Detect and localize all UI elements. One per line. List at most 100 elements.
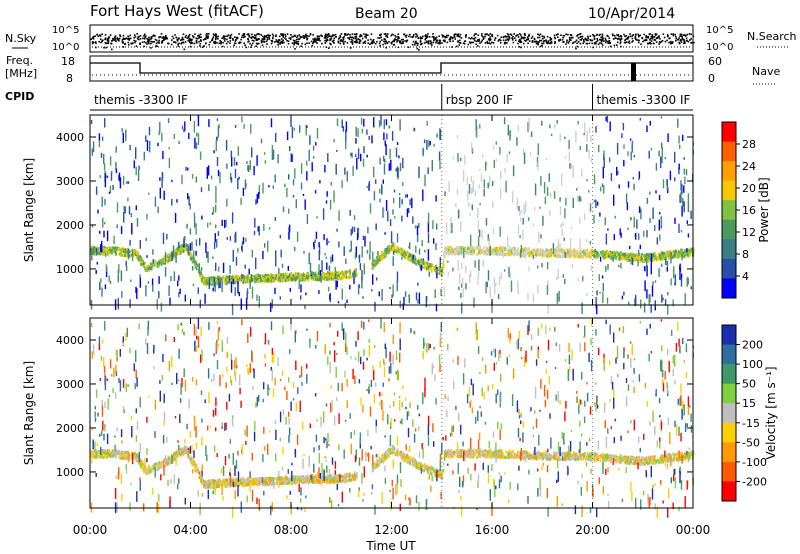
echo-point [182, 249, 185, 253]
echo-point [424, 249, 426, 253]
nsky-point [640, 43, 642, 45]
nsky-point [578, 33, 581, 35]
nsky-point [296, 35, 299, 37]
echo-point [645, 253, 648, 257]
echo-point [208, 119, 210, 127]
nsky-point [123, 38, 126, 40]
echo-point [445, 251, 447, 254]
echo-point [634, 254, 637, 258]
echo-point [115, 249, 117, 253]
echo-point [235, 279, 237, 283]
echo-point [305, 124, 307, 136]
echo-point [372, 274, 374, 285]
echo-point [648, 254, 650, 258]
echo-point [364, 236, 366, 247]
echo-point [569, 248, 572, 252]
nsky-point [569, 34, 572, 36]
echo-point [230, 150, 233, 158]
nsky-point [372, 40, 375, 43]
echo-point [665, 259, 667, 266]
echo-point [290, 274, 292, 278]
nsky-point [139, 43, 141, 46]
echo-point [184, 294, 186, 302]
echo-point [439, 271, 442, 275]
echo-point [166, 260, 169, 264]
nsky-point [355, 37, 357, 40]
echo-point [393, 197, 395, 204]
echo-point [429, 264, 431, 268]
nsky-point [212, 36, 215, 38]
echo-point [213, 276, 215, 288]
echo-point [660, 156, 662, 169]
nsky-point [153, 34, 156, 37]
echo-point [216, 118, 219, 122]
echo-point [241, 278, 244, 282]
echo-point [308, 252, 310, 265]
echo-point [232, 250, 234, 262]
echo-point [385, 200, 388, 211]
nsky-point [308, 42, 310, 44]
nsky-point [196, 42, 198, 44]
echo-point [423, 265, 426, 269]
nsky-point [343, 36, 345, 38]
nsky-point [114, 38, 117, 41]
echo-point [361, 246, 363, 258]
echo-point [186, 248, 188, 251]
echo-point [135, 251, 138, 255]
echo-point [546, 254, 548, 258]
echo-point [215, 186, 217, 195]
nsky-point [433, 38, 436, 41]
nsky-point [270, 42, 273, 45]
nsky-point [94, 41, 97, 43]
nsky-point [469, 42, 472, 45]
echo-point [557, 248, 560, 252]
echo-point [462, 287, 464, 298]
echo-point [659, 256, 661, 260]
nsky-point [117, 38, 119, 41]
echo-point [226, 237, 228, 240]
nsky-point [402, 40, 404, 43]
echo-point [307, 278, 309, 282]
echo-point [318, 249, 320, 261]
echo-point [304, 273, 307, 277]
echo-point [678, 135, 680, 144]
echo-point [251, 249, 253, 258]
echo-point [324, 252, 326, 256]
nsky-point [147, 41, 150, 44]
echo-point [103, 247, 105, 251]
echo-point [411, 260, 414, 264]
echo-point [632, 177, 634, 180]
echo-point [128, 249, 130, 253]
echo-point [390, 159, 392, 171]
echo-point [286, 188, 288, 198]
echo-point [458, 209, 460, 219]
nsky-point [438, 42, 441, 45]
echo-point [159, 177, 161, 181]
echo-point [422, 258, 424, 262]
nsky-point [579, 36, 582, 38]
echo-point [178, 241, 180, 248]
echo-point [161, 172, 164, 178]
echo-point [106, 175, 109, 178]
echo-point [628, 301, 630, 305]
echo-point [634, 233, 637, 237]
echo-point [485, 281, 487, 294]
nsky-point [227, 40, 229, 43]
echo-point [605, 116, 607, 122]
nsky-point [379, 34, 381, 36]
nsky-point [511, 37, 513, 39]
echo-point [568, 248, 571, 252]
nsky-point [365, 37, 367, 39]
nsky-point [92, 35, 95, 38]
echo-point [246, 280, 248, 284]
echo-point [443, 286, 446, 297]
echo-point [136, 251, 139, 255]
echo-point [593, 254, 595, 258]
echo-point [197, 287, 199, 294]
echo-point [157, 142, 159, 147]
echo-point [129, 299, 131, 308]
echo-point [157, 264, 160, 268]
nsky-point [303, 36, 305, 39]
echo-point [508, 253, 511, 257]
nsky-point [427, 41, 430, 44]
